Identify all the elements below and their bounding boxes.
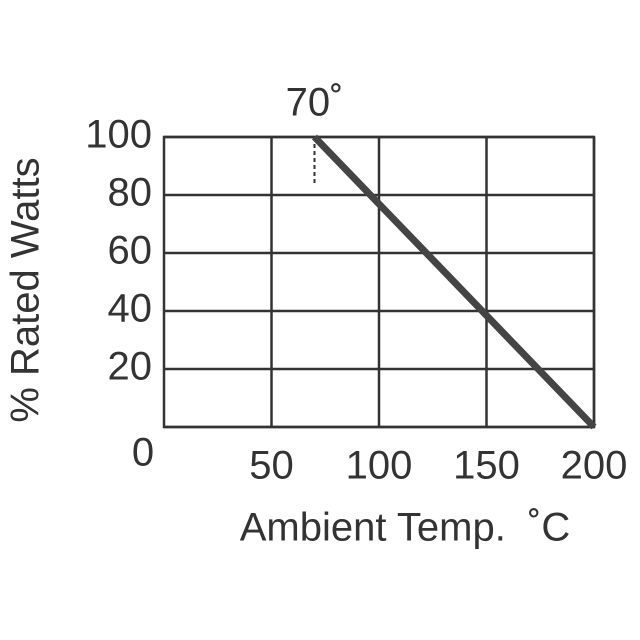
x-tick-label: 100 xyxy=(346,444,413,488)
x-tick-label: 200 xyxy=(561,444,628,488)
y-tick-label: 60 xyxy=(108,229,153,273)
y-tick-label: 0 xyxy=(132,431,154,475)
x-axis-label: Ambient Temp. ˚C xyxy=(240,506,571,550)
y-tick-label: 20 xyxy=(108,345,153,389)
y-tick-label: 40 xyxy=(108,287,153,331)
x-tick-label: 150 xyxy=(453,444,520,488)
y-axis-label: % Rated Watts xyxy=(4,157,48,422)
line-series xyxy=(311,134,597,430)
y-tick-label: 100 xyxy=(85,113,152,157)
annotation: 70˚ xyxy=(286,81,344,125)
y-tick-label: 80 xyxy=(108,171,153,215)
x-tick-label: 50 xyxy=(249,444,294,488)
